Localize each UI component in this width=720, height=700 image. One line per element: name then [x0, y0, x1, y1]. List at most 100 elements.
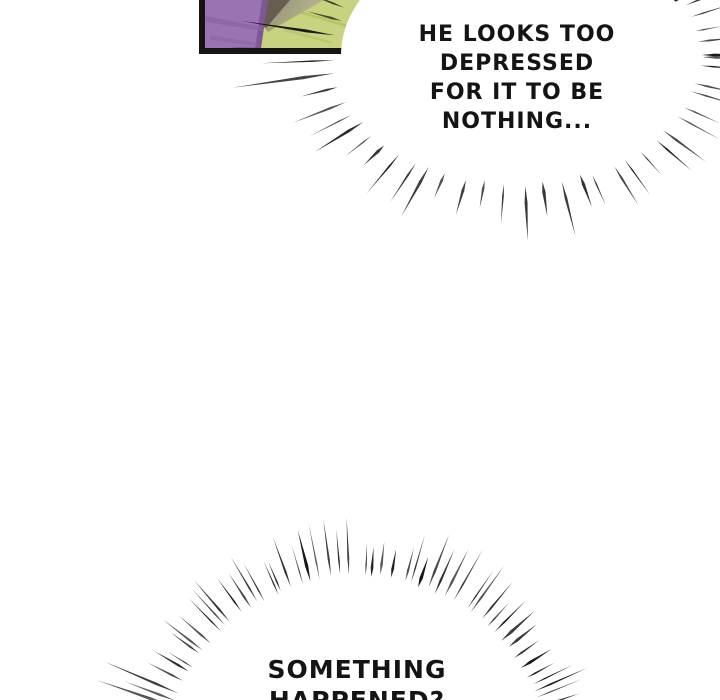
spike-line [322, 0, 345, 8]
spike-line [344, 135, 372, 157]
spike-line [526, 662, 555, 678]
bubble-line: FOR IT TO BE [429, 80, 605, 105]
spike-line [501, 610, 535, 641]
spike-line [217, 578, 242, 612]
spike-line [467, 570, 494, 609]
spike-line [261, 60, 335, 64]
spike-line [524, 186, 528, 242]
spike-line [323, 519, 331, 576]
spike-line [561, 181, 576, 237]
spike-line [482, 582, 513, 619]
spike-line [700, 65, 720, 68]
purple-shade-streak [206, 16, 262, 31]
spike-line [336, 529, 341, 575]
spike-line [300, 87, 338, 97]
burst-bubble-2-body [184, 584, 530, 700]
spike-line [154, 651, 189, 672]
spike-line [346, 517, 350, 575]
spike-line [188, 598, 222, 632]
spike-line [228, 573, 252, 608]
spike-line [167, 651, 193, 668]
spike-line [533, 664, 573, 685]
burst-bubble-1-body [341, 0, 693, 177]
purple-shade-streak [210, 35, 258, 46]
green-shade-streak [298, 10, 346, 27]
spike-line [428, 534, 450, 588]
spike-line [640, 151, 662, 176]
spike-line [694, 83, 720, 90]
spike-line [508, 624, 537, 647]
spike-line [263, 560, 279, 595]
spike-line [500, 184, 504, 224]
spike-line [411, 534, 425, 583]
spike-line [191, 588, 226, 626]
spike-line [405, 547, 415, 581]
spike-line [309, 114, 352, 137]
spike-line [701, 53, 720, 57]
panel-border-left [199, 0, 205, 54]
spike-line [96, 680, 158, 700]
spike-line [194, 580, 230, 622]
spike-line [297, 530, 311, 582]
spike-line [273, 537, 291, 587]
spike-line [592, 175, 606, 206]
bubble-line: SOMETHING [267, 655, 447, 684]
spike-line [542, 181, 548, 217]
spike-line [702, 55, 720, 59]
spike-line [534, 667, 588, 692]
spike-line [614, 166, 639, 206]
spike-line [494, 600, 527, 633]
spike-line [695, 26, 720, 32]
spike-line [401, 166, 429, 217]
spike-line [268, 561, 281, 591]
spike-line [656, 140, 692, 171]
spike-line [684, 107, 720, 124]
spike-line [308, 523, 320, 580]
spike-line [691, 7, 720, 17]
spike-line [380, 541, 385, 575]
spike-line [230, 47, 334, 52]
spike-line [178, 615, 211, 644]
burst-bubble-1-text: HE LOOKS TOO DEPRESSED FOR IT TO BE NOTH… [347, 20, 687, 136]
spike-line [521, 649, 552, 668]
spike-line [390, 163, 416, 203]
bubble-line: DEPRESSED [439, 51, 595, 76]
spike-line [685, 0, 701, 6]
burst-bubble-1-spikes [230, 0, 720, 242]
spike-line [536, 679, 582, 698]
spike-line [624, 159, 651, 195]
bubble-line: NOTHING... [441, 109, 593, 134]
spike-line [697, 38, 720, 42]
spike-line [162, 619, 203, 651]
spike-line [455, 179, 466, 215]
spike-line [230, 556, 258, 602]
spike-line [514, 640, 540, 659]
burst-bubble-2-spikes [96, 517, 588, 700]
spike-line [243, 563, 265, 602]
spike-line [170, 632, 199, 654]
spike-line [292, 102, 346, 123]
spike-line [453, 549, 483, 601]
spike-line [366, 154, 400, 194]
spike-line [391, 549, 397, 578]
spike-line [487, 602, 510, 627]
spike-line [231, 73, 335, 88]
spike-line [690, 91, 720, 101]
spike-line [365, 542, 368, 576]
spike-line [445, 549, 469, 596]
spike-line [125, 681, 174, 700]
spike-line [370, 547, 374, 577]
spike-line [314, 121, 364, 152]
cushion-edge-shadow [260, 0, 290, 28]
spike-line [677, 116, 720, 140]
spike-line [434, 549, 455, 595]
bubble-line: HE LOOKS TOO [418, 22, 616, 47]
spike-line [434, 173, 445, 199]
spike-line [470, 565, 505, 613]
spike-line [663, 130, 706, 162]
spike-line [291, 545, 303, 585]
spike-line [239, 20, 336, 36]
bubble-line: HAPPENED? [187, 685, 527, 700]
